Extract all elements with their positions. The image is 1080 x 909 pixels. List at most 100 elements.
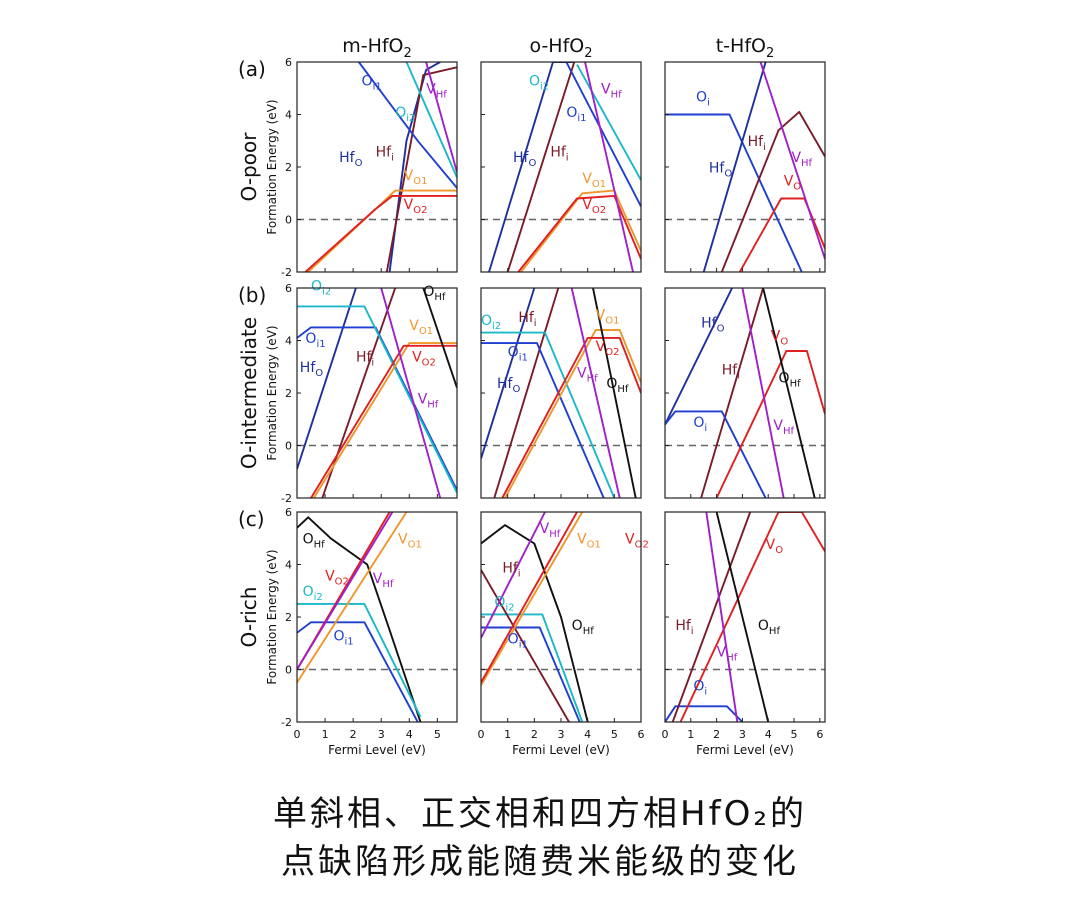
x-tick-label: 1 — [687, 728, 694, 741]
series-label-VHf: VHf — [426, 82, 447, 101]
series-line-Oi — [665, 113, 803, 272]
series-line-VHf — [741, 288, 785, 498]
series-label-Oi2: Oi2 — [494, 595, 514, 614]
series-label-Hfi: Hfi — [376, 145, 394, 164]
series-group — [665, 512, 825, 722]
caption-line-1: 单斜相、正交相和四方相HfO₂的 — [273, 794, 807, 834]
series-label-Hfi: Hfi — [356, 350, 374, 369]
column-title: m-HfO2 — [342, 35, 412, 61]
y-tick-label: 4 — [285, 109, 292, 122]
series-line-VHf — [570, 288, 621, 498]
y-tick-label: 4 — [285, 559, 292, 572]
series-label-Hfi: Hfi — [748, 134, 766, 153]
series-label-Oi2: Oi2 — [303, 584, 323, 603]
y-tick-label: 0 — [285, 664, 292, 677]
series-label-Hfi: Hfi — [675, 618, 693, 637]
series-line-Oi2 — [481, 331, 616, 498]
series-label-VHf: VHf — [540, 521, 561, 540]
x-tick-label: 6 — [816, 728, 823, 741]
y-tick-label: 0 — [285, 214, 292, 227]
panel-frame — [664, 287, 826, 499]
row-condition-label: O-poor — [237, 132, 261, 202]
series-label-Oi1: Oi1 — [333, 629, 353, 648]
series-line-Oi2 — [405, 62, 457, 178]
x-tick-label: 0 — [294, 728, 301, 741]
x-tick-label: 3 — [378, 728, 385, 741]
row-condition-label: O-rich — [237, 587, 261, 648]
series-line-Hfi — [671, 512, 752, 722]
series-line-Hfi — [493, 288, 560, 498]
y-tick-label: 6 — [285, 56, 292, 69]
series-group — [481, 288, 641, 498]
series-label-OHf: OHf — [303, 532, 326, 551]
y-axis-label: Formation Energy (eV) — [265, 99, 279, 234]
y-tick-label: 2 — [285, 387, 292, 400]
series-line-OHf — [422, 288, 457, 389]
series-line-VO1 — [481, 512, 584, 686]
y-axis-label: Formation Energy (eV) — [265, 325, 279, 460]
series-line-VHf — [705, 512, 739, 722]
x-tick-label: 1 — [322, 728, 329, 741]
series-label-HfO: HfO — [300, 360, 323, 379]
series-line-Oi2 — [576, 64, 641, 181]
x-axis-label: Fermi Level (eV) — [328, 743, 426, 757]
series-line-HfO — [297, 288, 357, 470]
series-label-VO2: VO2 — [582, 197, 606, 216]
series-line-Oi2 — [297, 602, 422, 718]
series-line-Oi — [665, 705, 744, 722]
series-line-VO1 — [504, 329, 641, 498]
series-group — [665, 288, 825, 498]
series-line-VHf — [380, 288, 442, 498]
series-group — [304, 62, 457, 272]
series-label-VHf: VHf — [373, 571, 394, 590]
series-line-VHf — [584, 62, 634, 272]
series-group — [665, 62, 825, 272]
series-label-HfO: HfO — [497, 376, 520, 395]
x-axis-label: Fermi Level (eV) — [696, 743, 794, 757]
series-label-VO1: VO1 — [596, 308, 620, 327]
series-label-Oi: Oi — [696, 89, 710, 108]
series-line-HfO — [488, 62, 575, 272]
series-line-VO — [738, 197, 825, 272]
series-line-Oi1 — [358, 62, 457, 189]
series-label-OHf: OHf — [758, 618, 781, 637]
series-label-Oi2: Oi2 — [529, 74, 549, 93]
series-line-HfO — [702, 62, 767, 272]
series-label-VO2: VO2 — [596, 339, 620, 358]
x-tick-label: 0 — [662, 728, 669, 741]
series-line-Oi1 — [481, 626, 581, 722]
series-label-VO2: VO2 — [404, 197, 428, 216]
panel-frame — [664, 511, 826, 723]
caption-line-2: 点缺陷形成能随费米能级的变化 — [281, 842, 799, 882]
series-line-Oi2 — [481, 613, 584, 722]
series-label-Hfi: Hfi — [502, 560, 520, 579]
series-line-OHf — [715, 512, 770, 722]
series-line-OHf — [481, 524, 589, 722]
x-tick-label: 4 — [406, 728, 413, 741]
series-label-VO1: VO1 — [409, 318, 433, 337]
series-line-Oi1 — [481, 342, 605, 498]
series-label-Oi1: Oi1 — [566, 105, 586, 124]
panel-c-2: OHf Oi1 Oi2 Hfi VO1 VO2 VHf 0 1 2 3 4 5 6 — [478, 511, 649, 741]
row-tag: (b) — [238, 283, 266, 307]
x-tick-label: 2 — [531, 728, 538, 741]
series-line-VHf — [425, 62, 457, 173]
series-line-VO1 — [297, 512, 408, 684]
series-label-OHf: OHf — [572, 618, 595, 637]
series-line-Hfi — [720, 110, 825, 272]
series-label-VHf: VHf — [601, 82, 622, 101]
y-tick-label: 6 — [285, 506, 292, 519]
series-line-Oi — [665, 410, 767, 498]
series-line-Oi1 — [565, 62, 641, 207]
series-line-OHf — [762, 288, 816, 498]
series-label-OHf: OHf — [779, 371, 802, 390]
series-line-OHf — [297, 516, 422, 722]
series-label-Hfi: Hfi — [722, 363, 740, 382]
series-label-VO1: VO1 — [577, 532, 601, 551]
series-group — [297, 288, 457, 498]
series-line-HfO — [665, 288, 733, 425]
series-line-HfO — [481, 288, 536, 459]
series-line-VHf — [297, 512, 394, 670]
